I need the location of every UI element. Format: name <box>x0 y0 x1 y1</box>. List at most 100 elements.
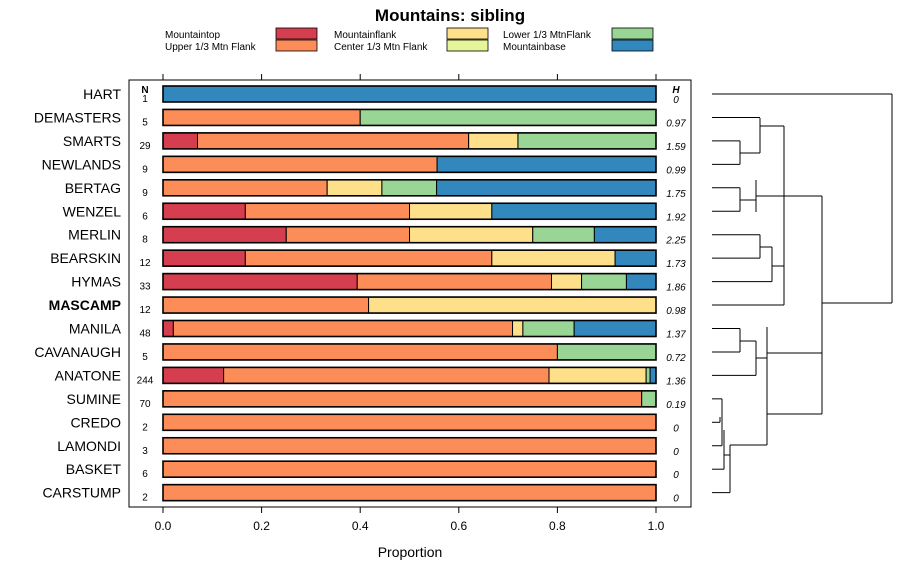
legend-swatch-mountaintop <box>275 27 318 40</box>
legend-label-upper: Upper 1/3 Mtn Flank <box>165 42 257 53</box>
sample-size-column: 1 5 29 9 9 6 8 12 33 12 48 5 244 70 2 3 6 2 <box>137 94 154 504</box>
row-label-carstump: CARSTUMP <box>42 485 121 501</box>
bar-segment-sumine-lower <box>641 390 657 408</box>
bar-segment-anatone-flank <box>548 366 647 384</box>
bar-segment-merlin-flank <box>409 226 534 244</box>
bar-segment-manila-base <box>573 320 657 337</box>
x-tick-label: 0.6 <box>450 519 467 533</box>
n-value-smarts: 29 <box>139 141 151 152</box>
bar-segment-mascamp-flank <box>368 296 657 314</box>
bar-outline-merlin <box>162 225 657 244</box>
bar-segment-anatone-mountaintop <box>162 366 225 384</box>
bar-segment-demasters-upper <box>162 108 361 126</box>
n-value-anatone: 244 <box>137 375 154 386</box>
legend-swatch-flank <box>446 27 489 40</box>
bar-outline-bertag <box>162 179 657 197</box>
row-label-basket: BASKET <box>66 461 122 477</box>
row-label-hart: HART <box>83 86 121 102</box>
h-value-lamondi: 0 <box>673 447 679 458</box>
plot-frame <box>128 79 692 508</box>
row-label-hymas: HYMAS <box>71 274 121 290</box>
bar-segment-anatone-base <box>649 366 657 384</box>
bar-segment-credo-upper <box>162 413 657 431</box>
bar-segment-wenzel-upper <box>244 202 410 220</box>
n-value-hart: 1 <box>142 94 148 105</box>
legend-label-center: Center 1/3 Mtn Flank <box>334 42 428 53</box>
bar-outline-hymas <box>162 272 657 291</box>
h-value-smarts: 1.59 <box>666 142 686 153</box>
h-value-bertag: 1.75 <box>666 189 686 200</box>
n-value-cavanaugh: 5 <box>142 352 148 363</box>
bar-segment-hart-base <box>162 85 657 103</box>
n-value-mascamp: 12 <box>139 305 151 316</box>
row-label-manila: MANILA <box>69 321 122 337</box>
h-value-carstump: 0 <box>673 494 679 505</box>
bar-outline-hart <box>162 85 657 103</box>
n-value-wenzel: 6 <box>142 211 148 222</box>
h-value-bearskin: 1.73 <box>666 259 686 270</box>
legend-label-flank: Mountainflank <box>334 30 397 41</box>
bar-segment-merlin-base <box>593 226 657 244</box>
bar-segment-manila-lower <box>522 320 575 337</box>
n-value-hymas: 33 <box>139 282 151 293</box>
row-label-demasters: DEMASTERS <box>34 109 121 125</box>
n-value-merlin: 8 <box>142 235 148 246</box>
bar-segment-anatone-upper <box>223 366 550 384</box>
h-value-manila: 1.37 <box>666 330 686 341</box>
h-value-newlands: 0.99 <box>666 165 686 176</box>
bar-segment-manila-upper <box>172 320 514 337</box>
n-value-basket: 6 <box>142 469 148 480</box>
n-value-carstump: 2 <box>142 493 148 504</box>
bar-segment-carstump-upper <box>162 484 657 502</box>
h-value-anatone: 1.36 <box>666 376 686 387</box>
bar-outline-mascamp <box>162 296 657 314</box>
diversity-column: 0 0.97 1.59 0.99 1.75 1.92 2.25 1.73 1.86 0.98 1.3… <box>665 95 686 505</box>
bar-segment-wenzel-flank <box>409 202 493 220</box>
bar-segment-merlin-upper <box>285 226 410 244</box>
bar-outline-manila <box>162 319 657 338</box>
x-tick-label: 0.4 <box>352 519 369 533</box>
bar-segment-mascamp-upper <box>162 296 370 314</box>
bar-segment-bearskin-mountaintop <box>162 249 246 267</box>
bar-segment-bertag-base <box>436 179 657 197</box>
legend-swatch-center <box>446 39 489 52</box>
h-value-hart: 0 <box>673 95 679 106</box>
bar-outline-lamondi <box>162 436 657 455</box>
bar-segment-demasters-lower <box>359 108 657 126</box>
row-label-anatone: ANATONE <box>55 367 121 383</box>
bar-segment-smarts-lower <box>517 132 657 150</box>
bar-outline-sumine <box>162 390 657 408</box>
h-value-wenzel: 1.92 <box>666 212 686 223</box>
bar-outline-credo <box>162 413 657 432</box>
bar-segment-smarts-upper <box>197 132 470 150</box>
row-label-credo: CREDO <box>70 414 121 430</box>
bar-segment-hymas-base <box>625 273 657 291</box>
row-label-lamondi: LAMONDI <box>57 438 121 454</box>
bar-segment-lamondi-upper <box>162 437 657 455</box>
n-value-sumine: 70 <box>139 399 151 410</box>
bar-segment-sumine-upper <box>162 390 643 408</box>
h-value-demasters: 0.97 <box>666 118 686 129</box>
n-value-demasters: 5 <box>142 117 148 128</box>
h-value-hymas: 1.86 <box>666 283 686 294</box>
row-label-wenzel: WENZEL <box>63 203 122 219</box>
bar-segment-bearskin-base <box>614 249 657 267</box>
bar-segment-manila-flank <box>512 320 524 337</box>
h-value-mascamp: 0.98 <box>666 306 686 317</box>
n-value-lamondi: 3 <box>142 446 148 457</box>
legend-swatch-base <box>611 39 654 52</box>
bar-outline-carstump <box>162 483 657 502</box>
bar-segment-merlin-lower <box>532 226 595 244</box>
h-value-basket: 0 <box>673 470 679 481</box>
bar-segment-bearskin-upper <box>244 249 493 267</box>
bar-segment-basket-upper <box>162 460 657 478</box>
legend-swatch-lower <box>611 27 654 40</box>
x-tick-label: 0.0 <box>155 519 172 533</box>
row-label-bertag: BERTAG <box>65 180 121 196</box>
bar-outline-wenzel <box>162 202 657 221</box>
bar-segment-hymas-upper <box>356 273 552 291</box>
bar-outline-smarts <box>162 132 657 150</box>
legend-label-lower: Lower 1/3 MtnFlank <box>503 30 592 41</box>
row-label-merlin: MERLIN <box>68 227 121 243</box>
